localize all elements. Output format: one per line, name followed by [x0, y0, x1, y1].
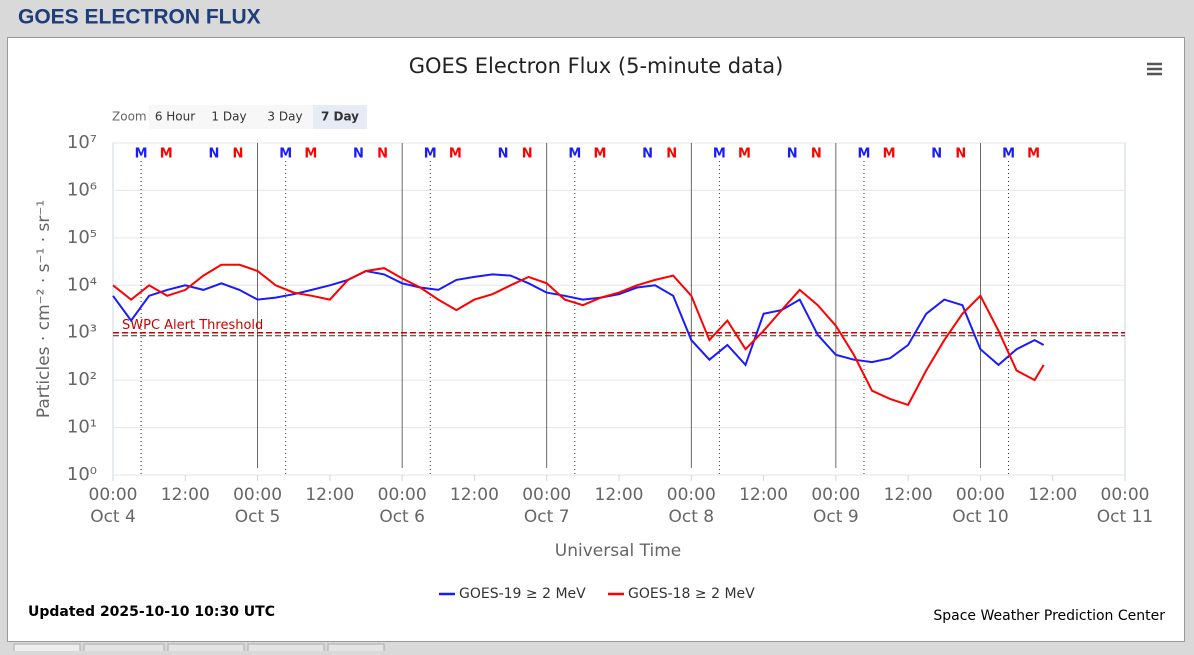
marker-label: N	[208, 147, 219, 162]
x-tick-label: 12:00	[595, 485, 644, 505]
threshold-label: SWPC Alert Threshold	[122, 318, 263, 333]
marker-label: M	[1027, 147, 1040, 162]
zoom-button[interactable]	[149, 105, 201, 129]
series-line	[112, 263, 1045, 407]
tab[interactable]	[327, 643, 385, 655]
marker-label: M	[857, 147, 870, 162]
x-tick-label: 12:00	[305, 485, 354, 505]
marker-label: M	[568, 147, 581, 162]
y-tick-label: 10³	[67, 322, 97, 343]
tab[interactable]	[247, 643, 325, 655]
zoom-button[interactable]	[201, 105, 257, 129]
x-axis-title: Universal Time	[555, 541, 681, 561]
updated-note: Updated 2025-10-10 10:30 UTC	[28, 604, 275, 620]
marker-label: N	[931, 147, 942, 162]
marker-label: N	[955, 147, 966, 162]
zoom-button-label[interactable]: 1 Day	[211, 110, 246, 124]
zoom-label: Zoom	[112, 110, 147, 124]
legend-label[interactable]: GOES-18 ≥ 2 MeV	[628, 586, 755, 602]
x-tick-label: 00:00	[667, 485, 716, 505]
x-tick-label: 12:00	[161, 485, 210, 505]
zoom-button[interactable]	[257, 105, 313, 129]
marker-label: N	[666, 147, 677, 162]
credit: Space Weather Prediction Center	[933, 608, 1165, 624]
x-tick-label: 00:00	[522, 485, 571, 505]
x-tick-sublabel: Oct 7	[524, 507, 570, 527]
y-tick-label: 10²	[67, 369, 97, 390]
x-tick-label: 00:00	[811, 485, 860, 505]
x-tick-label: 00:00	[89, 485, 138, 505]
marker-label: M	[1002, 147, 1015, 162]
marker-label: M	[135, 147, 148, 162]
chart-panel	[7, 37, 1185, 642]
x-tick-sublabel: Oct 10	[952, 507, 1008, 527]
marker-label: N	[377, 147, 388, 162]
marker-label: M	[593, 147, 606, 162]
x-tick-label: 00:00	[233, 485, 282, 505]
x-tick-label: 00:00	[378, 485, 427, 505]
x-tick-sublabel: Oct 11	[1097, 507, 1153, 527]
marker-label: M	[304, 147, 317, 162]
legend-label[interactable]: GOES-19 ≥ 2 MeV	[459, 586, 586, 602]
marker-label: N	[522, 147, 533, 162]
y-tick-label: 10⁴	[67, 274, 97, 295]
y-axis-title: Particles · cm⁻² · s⁻¹ · sr⁻¹	[34, 200, 54, 418]
x-tick-label: 00:00	[1101, 485, 1150, 505]
marker-label: M	[883, 147, 896, 162]
zoom-button-label[interactable]: 7 Day	[321, 110, 359, 124]
marker-label: M	[279, 147, 292, 162]
marker-label: M	[160, 147, 173, 162]
marker-label: N	[642, 147, 653, 162]
marker-label: M	[449, 147, 462, 162]
marker-label: M	[738, 147, 751, 162]
x-tick-label: 00:00	[956, 485, 1005, 505]
x-tick-sublabel: Oct 9	[813, 507, 859, 527]
zoom-button-label[interactable]: 3 Day	[267, 110, 302, 124]
x-tick-label: 12:00	[739, 485, 788, 505]
menu-button[interactable]	[1147, 62, 1162, 76]
zoom-button-label[interactable]: 6 Hour	[155, 110, 195, 124]
tab[interactable]	[83, 643, 165, 655]
y-tick-label: 10⁶	[67, 179, 97, 200]
marker-label: N	[811, 147, 822, 162]
marker-label: N	[787, 147, 798, 162]
x-tick-sublabel: Oct 8	[668, 507, 714, 527]
x-tick-label: 12:00	[884, 485, 933, 505]
page-title: GOES ELECTRON FLUX	[18, 6, 261, 29]
marker-label: N	[233, 147, 244, 162]
zoom-button[interactable]	[313, 105, 367, 129]
marker-label: M	[713, 147, 726, 162]
y-tick-label: 10⁰	[67, 464, 97, 485]
x-tick-sublabel: Oct 5	[235, 507, 281, 527]
chart-title: GOES Electron Flux (5-minute data)	[409, 54, 784, 78]
marker-label: N	[498, 147, 509, 162]
y-tick-label: 10⁵	[67, 227, 97, 248]
marker-label: N	[353, 147, 364, 162]
x-tick-sublabel: Oct 6	[379, 507, 425, 527]
x-tick-label: 12:00	[1028, 485, 1077, 505]
y-tick-label: 10¹	[67, 417, 97, 438]
y-tick-label: 10⁷	[67, 132, 97, 153]
series-line	[112, 269, 1045, 367]
tab[interactable]	[167, 643, 245, 655]
x-tick-sublabel: Oct 4	[90, 507, 136, 527]
marker-label: M	[424, 147, 437, 162]
x-tick-label: 12:00	[450, 485, 499, 505]
tab[interactable]	[13, 643, 81, 655]
